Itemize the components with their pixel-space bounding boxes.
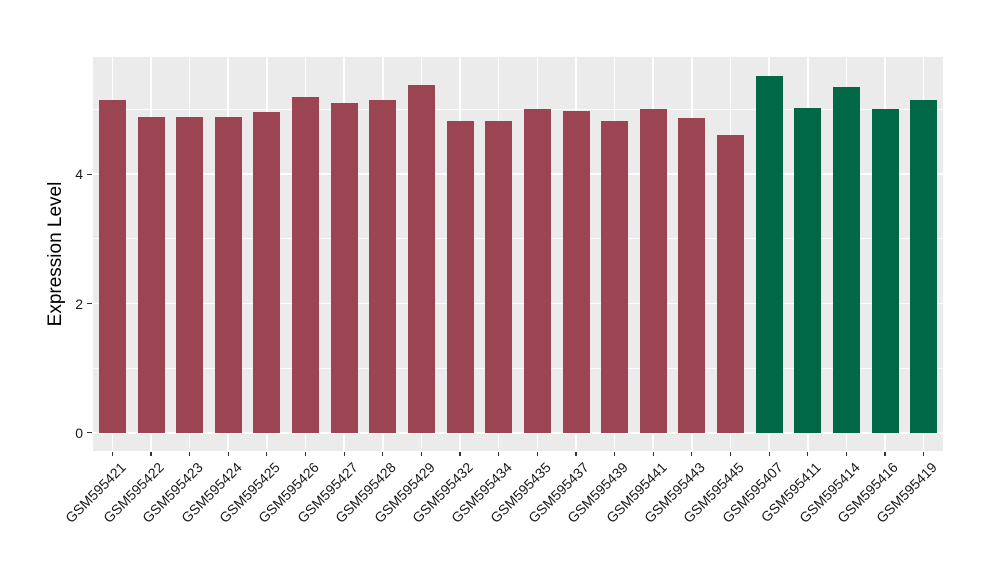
bar-GSM595411 xyxy=(794,107,822,433)
bar-GSM595419 xyxy=(910,100,938,433)
x-tick-mark xyxy=(768,452,770,456)
x-tick-mark xyxy=(845,452,847,456)
bar-GSM595441 xyxy=(639,109,667,433)
x-tick-mark xyxy=(343,452,345,456)
bar-GSM595437 xyxy=(562,111,590,433)
y-tick-mark xyxy=(87,173,92,175)
x-tick-mark xyxy=(420,452,422,456)
bar-GSM595432 xyxy=(446,121,474,433)
x-tick-mark xyxy=(382,452,384,456)
bar-GSM595435 xyxy=(523,109,551,433)
x-tick-mark xyxy=(884,452,886,456)
x-tick-mark xyxy=(304,452,307,456)
x-tick-mark xyxy=(150,452,152,456)
bar-GSM595416 xyxy=(871,108,899,433)
bar-GSM595445 xyxy=(717,135,744,433)
x-tick-mark xyxy=(923,452,925,456)
bar-GSM595434 xyxy=(485,121,513,433)
minor-gridline xyxy=(93,367,943,369)
x-tick-mark xyxy=(498,452,500,456)
bar-GSM595439 xyxy=(601,121,629,433)
y-tick-mark xyxy=(87,302,92,305)
x-tick-mark xyxy=(729,452,732,456)
bar-GSM595422 xyxy=(137,117,165,433)
x-tick-mark xyxy=(227,452,229,456)
x-tick-mark xyxy=(652,452,654,456)
y-axis-tick-label: 0 xyxy=(75,424,83,441)
major-gridline xyxy=(93,173,943,175)
y-axis-tick-label: 2 xyxy=(75,295,83,312)
x-tick-mark xyxy=(536,452,538,456)
plot-panel xyxy=(93,57,943,451)
x-tick-mark xyxy=(459,452,461,456)
bar-GSM595443 xyxy=(678,117,706,433)
x-tick-mark xyxy=(189,452,191,456)
minor-gridline xyxy=(93,238,943,240)
bar-GSM595414 xyxy=(832,87,860,433)
major-gridline xyxy=(93,432,943,434)
x-tick-mark xyxy=(575,452,577,456)
bar-GSM595423 xyxy=(176,116,204,433)
bar-GSM595425 xyxy=(253,112,281,433)
bar-GSM595429 xyxy=(407,84,435,433)
bar-GSM595424 xyxy=(214,116,242,433)
x-tick-mark xyxy=(807,452,809,456)
x-tick-mark xyxy=(691,452,693,456)
x-tick-mark xyxy=(111,452,113,456)
major-gridline xyxy=(93,302,943,305)
minor-gridline xyxy=(93,108,943,110)
bar-GSM595426 xyxy=(292,96,319,433)
y-tick-mark xyxy=(87,432,92,434)
bar-GSM595427 xyxy=(330,102,358,433)
y-axis-tick-label: 4 xyxy=(75,166,83,183)
bar-GSM595428 xyxy=(369,100,397,433)
bar-GSM595421 xyxy=(98,99,126,433)
y-axis-title: Expression Level xyxy=(45,181,66,327)
bar-GSM595407 xyxy=(755,75,783,433)
x-tick-mark xyxy=(614,452,616,456)
x-tick-mark xyxy=(266,452,268,456)
